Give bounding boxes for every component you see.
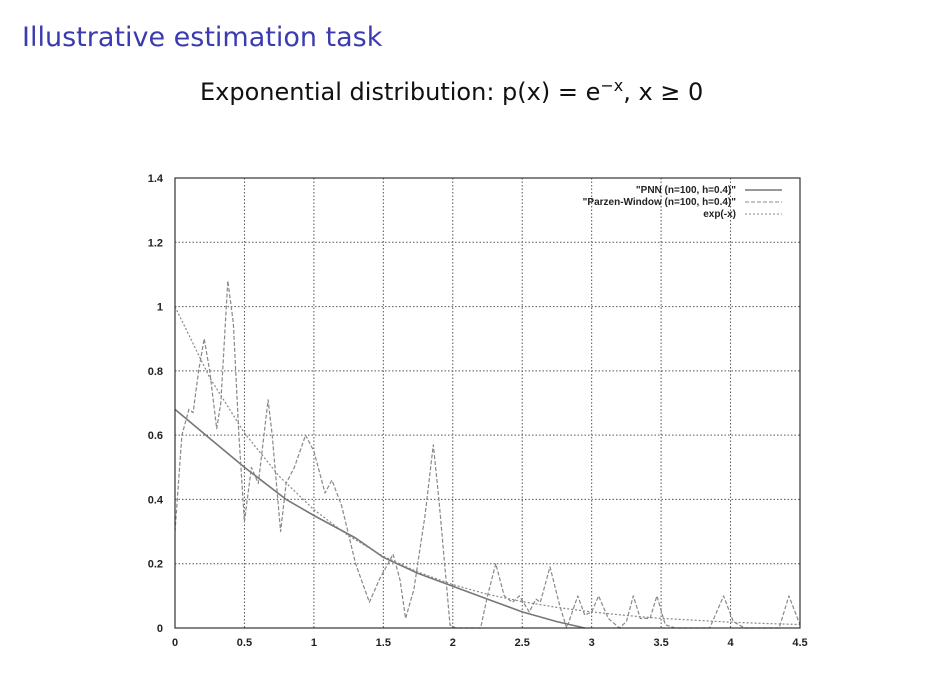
series-line-0 [174,408,585,629]
slide-title: Illustrative estimation task [22,22,383,53]
legend-label: "Parzen-Window (n=100, h=0.4)" [583,197,737,208]
x-tick-label: 3.5 [653,637,668,649]
y-tick-label: 1 [157,302,163,314]
y-tick-label: 0.6 [148,430,163,442]
series-lines [174,280,801,629]
x-tick-label: 1 [311,637,317,649]
x-tick-label: 0.5 [237,637,252,649]
x-tick-label: 3 [589,637,595,649]
legend-label: exp(-x) [703,209,736,220]
y-tick-label: 0 [157,623,163,635]
x-tick-label: 4 [727,637,734,649]
plot-frame [174,177,801,629]
y-tick-label: 0.2 [148,559,163,571]
tick-labels: 0 0.5 1 1.5 2 2.5 3 3.5 4 4.5 0 0.2 0.4 0.6 0.8 1 1.2 1.4 [148,173,808,649]
x-tick-label: 2 [450,637,456,649]
y-tick-label: 1.2 [148,237,163,249]
legend-label: "PNN (n=100, h=0.4)" [636,185,736,196]
y-tick-label: 0.8 [148,366,163,378]
x-tick-label: 2.5 [515,637,530,649]
series-line-1 [174,280,801,629]
x-tick-label: 1.5 [376,637,391,649]
x-tick-label: 0 [172,637,178,649]
series-line-2 [174,306,801,626]
subtitle-formula: Exponential distribution: p(x) = e−x, x … [200,76,704,106]
slide-subtitle: Exponential distribution: p(x) = e−x, x … [200,76,703,106]
y-tick-label: 1.4 [148,173,164,185]
grid [174,177,801,629]
y-tick-label: 0.4 [148,494,164,506]
legend: "PNN (n=100, h=0.4)""Parzen-Window (n=10… [583,185,782,220]
x-tick-label: 4.5 [792,637,807,649]
